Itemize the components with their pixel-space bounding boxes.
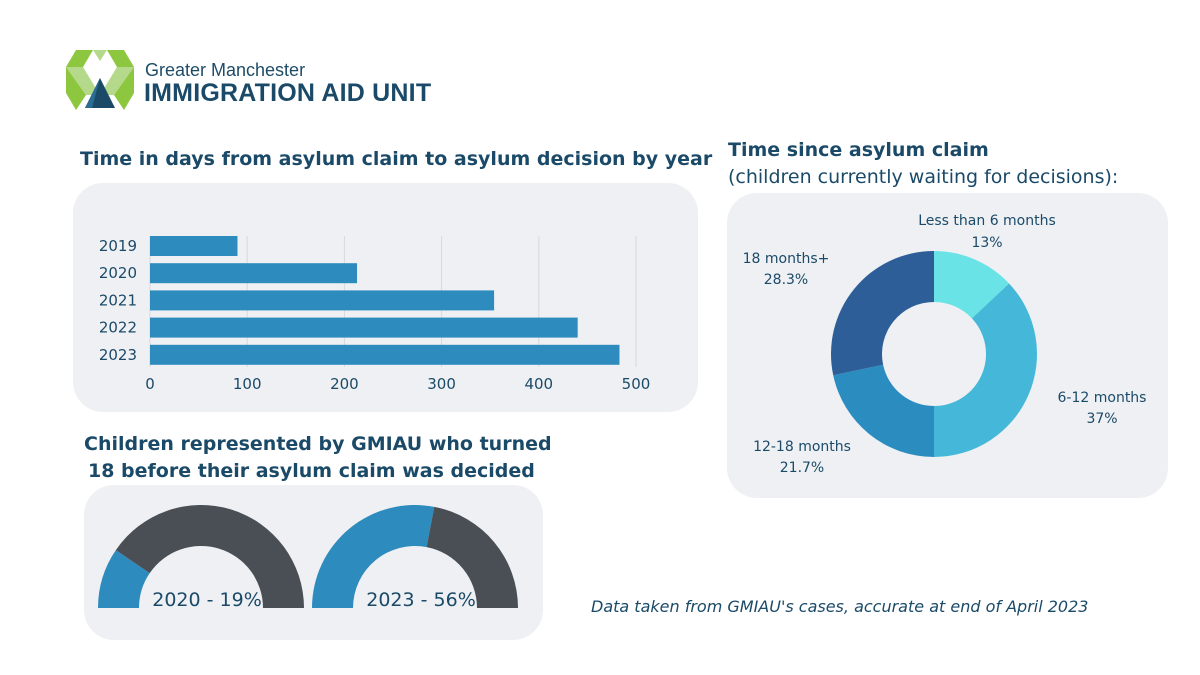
gauge-title-line1: Children represented by GMIAU who turned [84,433,552,455]
donut-chart-subtitle: (children currently waiting for decision… [728,166,1119,188]
x-tick-label: 0 [145,375,155,393]
bar-chart: 0 100 200 300 400 500 2019 2020 2021 2022 2023 [99,236,651,393]
gauge-title-line2: 18 before their asylum claim was decided [88,460,535,482]
donut-slice-18-months [831,251,934,376]
logo-org-line: Greater Manchester [145,60,306,80]
gauge-2020-remainder [115,504,304,608]
gauge-2023-label: 2023 - 56% [366,589,476,611]
donut-chart: Less than 6 months 13% 6-12 months 37% 12-18… [743,213,1147,476]
x-tick-label: 200 [330,375,359,393]
donut-value-label: 37% [1086,411,1117,427]
y-tick-label: 2022 [99,319,137,337]
donut-label: Less than 6 months [918,213,1056,229]
x-tick-label: 500 [622,375,651,393]
bar-2023 [150,344,620,365]
y-tick-label: 2020 [99,264,137,282]
bar-chart-panel: 0 100 200 300 400 500 2019 2020 2021 2022 2023 [73,183,698,412]
y-tick-label: 2021 [99,291,137,309]
donut-slice-12-18-months [833,364,934,457]
x-tick-label: 100 [233,375,262,393]
donut-value-label: 28.3% [764,272,808,288]
donut-value-label: 13% [971,235,1002,251]
donut-chart-panel: Less than 6 months 13% 6-12 months 37% 12-18… [727,193,1168,498]
donut-value-label: 21.7% [780,460,824,476]
y-tick-label: 2023 [99,346,137,364]
bar-chart-title: Time in days from asylum claim to asylum… [80,148,713,170]
donut-label: 6-12 months [1058,390,1147,406]
x-tick-label: 400 [524,375,553,393]
bar-2022 [150,317,578,338]
gmiau-logo-icon [66,50,134,110]
donut-slice-6-12-months [934,283,1037,457]
gauge-2020-label: 2020 - 19% [152,589,262,611]
bar-2021 [150,290,495,311]
gauge-panel: 2020 - 19% 2023 - 56% [84,485,543,640]
donut-chart-title: Time since asylum claim [728,139,989,161]
donut-label: 18 months+ [743,251,830,267]
bar-2020 [150,263,358,284]
y-tick-label: 2019 [99,237,137,255]
data-source-note: Data taken from GMIAU's cases, accurate … [591,597,1089,616]
donut-label: 12-18 months [753,439,851,455]
gauge-2023-fill [312,505,435,608]
x-tick-label: 300 [427,375,456,393]
gauge-charts: 2020 - 19% 2023 - 56% [98,504,518,611]
logo-org-name: IMMIGRATION AID UNIT [144,79,432,107]
gauge-2023-remainder [426,506,518,608]
gauge-2020-fill [98,550,150,608]
donut-slice-less-than-6-months [934,251,1010,319]
bar-2019 [150,236,238,256]
